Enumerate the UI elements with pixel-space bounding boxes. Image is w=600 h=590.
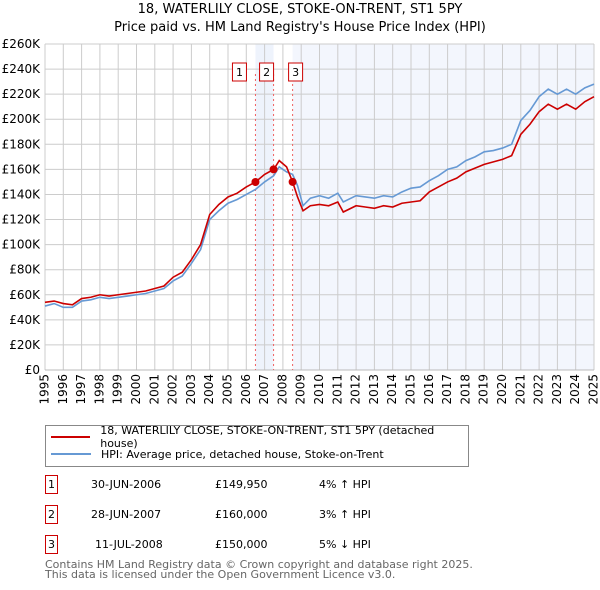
x-tick-label: 2012 bbox=[349, 374, 363, 405]
y-tick-label: £160K bbox=[2, 162, 42, 176]
sale-hpi-diff: 3% ↑ HPI bbox=[319, 508, 371, 521]
x-tick-label: 2015 bbox=[404, 374, 418, 405]
x-tick-label: 2020 bbox=[495, 374, 509, 405]
x-tick-label: 2007 bbox=[257, 374, 271, 405]
legend-red-line bbox=[51, 436, 91, 438]
y-tick-label: £220K bbox=[2, 87, 42, 101]
y-tick-label: £80K bbox=[9, 263, 41, 277]
footer-line: Contains HM Land Registry data © Crown c… bbox=[45, 558, 473, 571]
x-tick-label: 2023 bbox=[550, 374, 564, 405]
sale-number-badge: 2 bbox=[45, 505, 58, 524]
sale-row: 2 28-JUN-2007 £160,000 3% ↑ HPI bbox=[45, 505, 465, 525]
y-tick-label: £180K bbox=[2, 137, 42, 151]
x-tick-label: 2025 bbox=[587, 374, 600, 405]
shade-region bbox=[292, 44, 594, 370]
y-tick-label: £100K bbox=[2, 238, 42, 252]
x-tick-label: 1999 bbox=[111, 374, 125, 405]
y-tick-label: £0 bbox=[25, 363, 40, 377]
sale-point bbox=[269, 165, 278, 174]
sale-number-badge: 3 bbox=[45, 535, 58, 554]
chart-subtitle: Price paid vs. HM Land Registry's House … bbox=[114, 20, 486, 35]
y-tick-label: £40K bbox=[9, 313, 41, 327]
x-tick-label: 2003 bbox=[184, 374, 198, 405]
x-tick-label: 2016 bbox=[422, 374, 436, 405]
sale-date: 28-JUN-2007 bbox=[91, 508, 162, 521]
sale-price: £160,000 bbox=[215, 508, 268, 521]
sale-date: 11-JUL-2008 bbox=[95, 538, 163, 551]
sale-price: £150,000 bbox=[215, 538, 268, 551]
x-tick-label: 2018 bbox=[458, 374, 472, 405]
plot-area: £0 £20K £40K £60K £80K £100K £120K £140K £160K £1… bbox=[2, 37, 600, 405]
sale-number-label: 2 bbox=[263, 66, 270, 79]
x-tick-label: 2009 bbox=[294, 374, 308, 405]
sale-point bbox=[288, 177, 297, 186]
x-tick-label: 1996 bbox=[56, 374, 70, 405]
sale-number-label: 1 bbox=[236, 66, 243, 79]
x-tick-label: 2004 bbox=[202, 374, 216, 405]
sale-number-box bbox=[231, 62, 247, 82]
sale-row: 3 11-JUL-2008 £150,000 5% ↓ HPI bbox=[45, 535, 465, 555]
x-tick-label: 2006 bbox=[239, 374, 253, 405]
legend-label: HPI: Average price, detached house, Stok… bbox=[101, 447, 384, 461]
x-tick-label: 2000 bbox=[129, 374, 143, 405]
sale-hpi-diff: 5% ↓ HPI bbox=[319, 538, 371, 551]
x-tick-label: 2017 bbox=[440, 374, 454, 405]
legend-blue-line bbox=[51, 453, 91, 455]
footer: Contains HM Land Registry data © Crown c… bbox=[45, 558, 473, 581]
legend-item-hpi: HPI: Average price, detached house, Stok… bbox=[46, 446, 384, 462]
sale-number-badge: 1 bbox=[45, 475, 58, 494]
sale-date: 30-JUN-2006 bbox=[91, 478, 162, 491]
sale-number-box bbox=[288, 62, 304, 82]
sale-price: £149,950 bbox=[215, 478, 268, 491]
chart-title: 18, WATERLILY CLOSE, STOKE-ON-TRENT, ST1… bbox=[137, 2, 463, 17]
sale-number-label: 3 bbox=[292, 66, 299, 79]
legend-label: 18, WATERLILY CLOSE, STOKE-ON-TRENT, ST1… bbox=[100, 424, 435, 450]
x-tick-label: 2013 bbox=[367, 374, 381, 405]
x-tick-label: 2002 bbox=[166, 374, 180, 405]
x-tick-label: 2021 bbox=[513, 374, 527, 405]
x-tick-label: 2005 bbox=[221, 374, 235, 405]
y-tick-label: £60K bbox=[9, 288, 41, 302]
x-tick-label: 2024 bbox=[568, 374, 582, 405]
y-tick-label: £200K bbox=[2, 112, 42, 126]
y-tick-label: £140K bbox=[2, 187, 42, 201]
legend-item-property: 18, WATERLILY CLOSE, STOKE-ON-TRENT, ST1… bbox=[46, 424, 468, 450]
footer-line: This data is licensed under the Open Gov… bbox=[45, 568, 396, 581]
x-tick-label: 2011 bbox=[330, 374, 344, 405]
x-tick-label: 2001 bbox=[147, 374, 161, 405]
y-tick-label: £20K bbox=[9, 338, 41, 352]
legend: 18, WATERLILY CLOSE, STOKE-ON-TRENT, ST1… bbox=[45, 424, 469, 467]
x-tick-label: 1998 bbox=[92, 374, 106, 405]
x-tick-label: 1995 bbox=[38, 374, 52, 405]
x-tick-label: 1997 bbox=[74, 374, 88, 405]
y-tick-label: £240K bbox=[2, 62, 42, 76]
property-price-line bbox=[44, 95, 595, 306]
sale-row: 1 30-JUN-2006 £149,950 4% ↑ HPI bbox=[45, 475, 465, 495]
sale-point bbox=[251, 177, 260, 186]
y-tick-label: £120K bbox=[2, 213, 42, 227]
sale-number-box bbox=[259, 62, 275, 82]
sale-hpi-diff: 4% ↑ HPI bbox=[319, 478, 371, 491]
x-tick-label: 2010 bbox=[312, 374, 326, 405]
x-tick-label: 2014 bbox=[385, 374, 399, 405]
y-tick-label: £260K bbox=[2, 37, 42, 51]
x-tick-label: 2019 bbox=[477, 374, 491, 405]
x-tick-label: 2008 bbox=[275, 374, 289, 405]
hpi-line bbox=[44, 83, 595, 309]
x-tick-label: 2022 bbox=[532, 374, 546, 405]
